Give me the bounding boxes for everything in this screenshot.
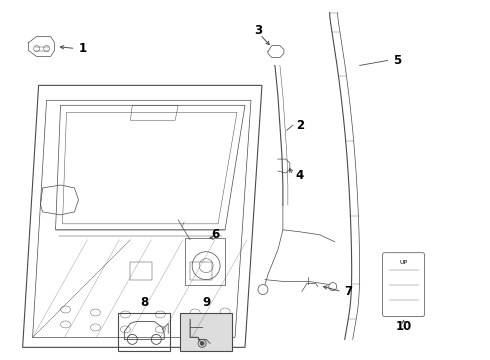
Text: 7: 7 [345,285,353,298]
Text: 1: 1 [78,42,87,55]
Text: 6: 6 [211,228,219,241]
Text: 3: 3 [254,24,262,37]
Text: 2: 2 [296,119,304,132]
Text: 9: 9 [202,296,210,309]
Bar [180,314,232,351]
Text: UP: UP [399,260,408,265]
Text: 10: 10 [395,320,412,333]
Text: 4: 4 [296,168,304,181]
Circle shape [200,341,204,345]
Bar [130,262,152,280]
Bar [190,262,212,280]
Bar [119,314,170,351]
Text: 5: 5 [393,54,402,67]
Text: 8: 8 [140,296,148,309]
